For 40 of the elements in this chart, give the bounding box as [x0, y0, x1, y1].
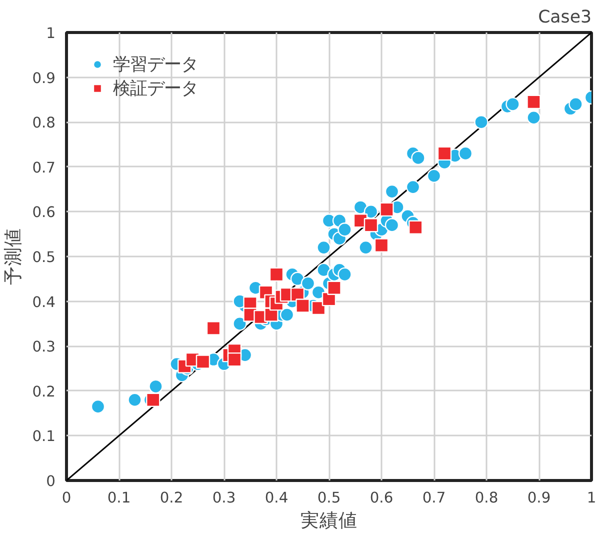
- x-tick-label: 0.4: [264, 490, 288, 506]
- y-tick-label: 0.4: [32, 294, 56, 311]
- point: [296, 298, 310, 313]
- y-tick-label: 0.9: [32, 70, 56, 87]
- x-tick-label: 0: [62, 490, 72, 506]
- y-tick-label: 0.2: [32, 383, 56, 400]
- y-tick-label: 0.5: [32, 249, 56, 266]
- point: [196, 354, 210, 369]
- point: [374, 238, 389, 252]
- point: [227, 352, 242, 367]
- x-tick-label: 0.2: [160, 490, 184, 506]
- x-tick-label: 0.8: [474, 490, 498, 506]
- y-tick-label: 0.7: [32, 159, 56, 176]
- x-tick-label: 0.7: [422, 490, 446, 506]
- x-tick-label: 0.6: [370, 490, 394, 506]
- point: [380, 202, 394, 217]
- point: [327, 280, 342, 295]
- point: [364, 218, 378, 232]
- legend-label: 学習データ: [113, 54, 198, 76]
- y-tick-label: 0.6: [32, 204, 56, 222]
- x-tick-label: 0.9: [527, 490, 551, 506]
- y-tick-label: 1: [46, 25, 56, 42]
- y-tick-label: 0.1: [32, 428, 56, 446]
- x-tick-label: 0.5: [317, 490, 341, 506]
- chart-title: Case3: [538, 8, 592, 28]
- x-tick-label: 0.3: [212, 490, 236, 506]
- x-tick-label: 0.1: [107, 490, 131, 506]
- point: [408, 220, 423, 234]
- legend-label: 検証データ: [113, 78, 198, 100]
- point: [526, 94, 541, 110]
- point: [206, 321, 221, 336]
- y-tick-label: 0: [46, 473, 56, 490]
- y-axis-title: 予測値: [3, 228, 24, 285]
- y-tick-label: 0.8: [32, 114, 56, 132]
- point: [437, 146, 452, 161]
- x-tick-label: 1: [586, 490, 596, 506]
- x-axis-title: 実績値: [300, 510, 358, 532]
- point: [269, 267, 284, 282]
- y-tick-label: 0.3: [32, 338, 56, 356]
- point: [146, 392, 160, 407]
